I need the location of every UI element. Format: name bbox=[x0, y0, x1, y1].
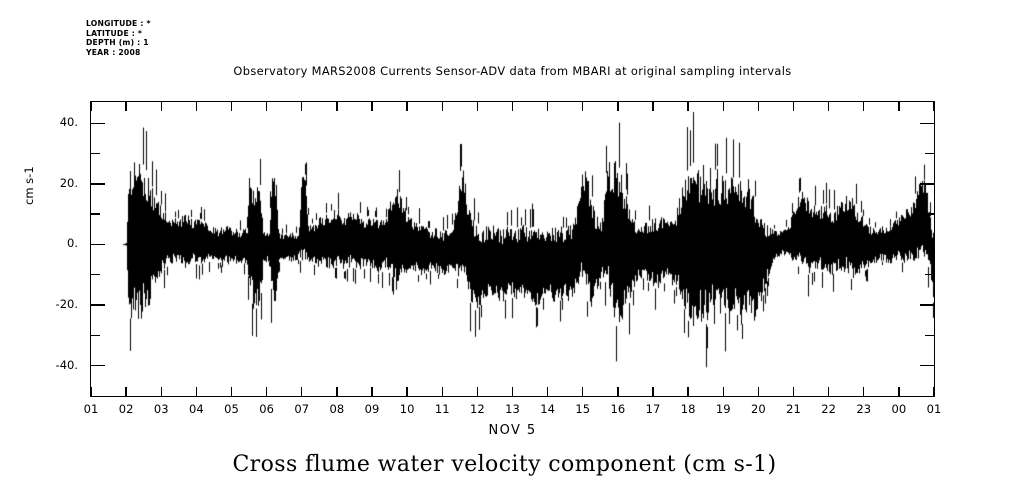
x-tick-label: 00 bbox=[891, 402, 907, 416]
metadata-longitude: LONGITUDE : * bbox=[86, 19, 151, 28]
metadata-latitude: LATITUDE : * bbox=[86, 28, 143, 38]
plot-title: Observatory MARS2008 Currents Sensor-ADV… bbox=[233, 64, 792, 78]
x-tick-label: 23 bbox=[856, 402, 872, 416]
x-tick-label: 01 bbox=[926, 402, 942, 416]
x-tick-label: 05 bbox=[224, 402, 239, 416]
x-tick-label: 17 bbox=[645, 402, 661, 416]
figure-caption: Cross flume water velocity component (cm… bbox=[232, 452, 777, 477]
metadata-block: LONGITUDE : * LATITUDE : * DEPTH (m) : 1… bbox=[86, 19, 151, 57]
x-tick-label: 14 bbox=[540, 402, 555, 416]
x-tick-label: 12 bbox=[470, 402, 485, 416]
x-tick-label: 01 bbox=[83, 402, 99, 416]
x-tick-label: 21 bbox=[786, 402, 801, 416]
metadata-depth: DEPTH (m) : 1 bbox=[86, 38, 149, 48]
x-tick-label: 07 bbox=[294, 402, 310, 416]
y-tick-label: -40. bbox=[55, 357, 78, 372]
x-tick-label: 16 bbox=[610, 402, 626, 416]
x-tick-label: 04 bbox=[189, 402, 204, 416]
x-tick-label: 22 bbox=[821, 402, 836, 416]
x-tick-label: 03 bbox=[153, 402, 169, 416]
y-tick-label: 40. bbox=[59, 115, 78, 130]
x-tick-label: 11 bbox=[434, 402, 450, 416]
y-tick-label: 20. bbox=[59, 175, 78, 190]
metadata-year: YEAR : 2008 bbox=[86, 47, 141, 57]
x-tick-label: 15 bbox=[575, 402, 591, 416]
x-tick-label: 20 bbox=[751, 402, 766, 416]
x-tick-label: 13 bbox=[505, 402, 520, 416]
x-tick-label: 06 bbox=[259, 402, 274, 416]
x-tick-label: 10 bbox=[399, 402, 415, 416]
y-tick-label: 0. bbox=[67, 236, 78, 251]
x-tick-label: 09 bbox=[364, 402, 380, 416]
x-tick-label: 19 bbox=[715, 402, 731, 416]
x-tick-label: 18 bbox=[680, 402, 696, 416]
y-tick-label: -20. bbox=[55, 297, 78, 312]
x-tick-label: 02 bbox=[118, 402, 134, 416]
velocity-series-trace bbox=[91, 102, 934, 396]
x-tick-label: 08 bbox=[329, 402, 345, 416]
x-axis-title: NOV 5 bbox=[488, 423, 537, 438]
